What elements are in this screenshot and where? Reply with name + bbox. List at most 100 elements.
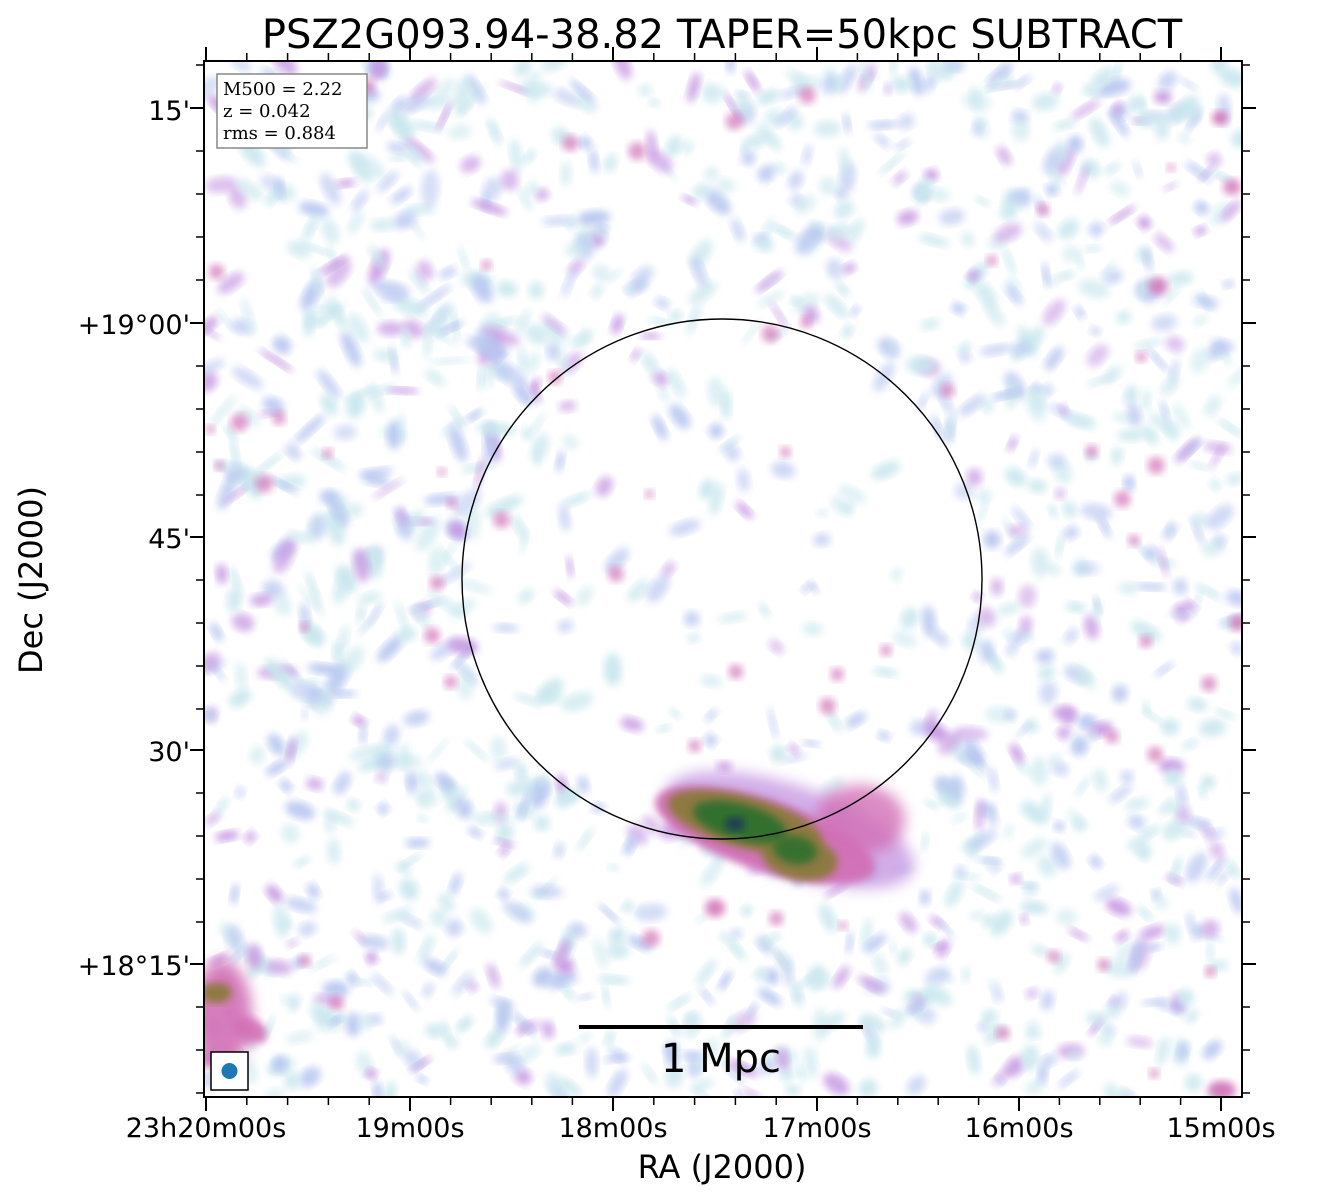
noise-spot xyxy=(838,921,848,930)
noise-blob xyxy=(969,910,985,921)
noise-blob xyxy=(497,888,510,900)
noise-blob xyxy=(560,161,572,187)
noise-blob xyxy=(357,1014,372,1031)
noise-blob xyxy=(1126,1036,1154,1048)
noise-blob xyxy=(505,1054,524,1074)
noise-blob xyxy=(767,707,778,740)
noise-blob xyxy=(1051,842,1071,870)
noise-blob xyxy=(347,210,364,235)
noise-blob xyxy=(990,578,1003,596)
noise-blob xyxy=(214,830,240,842)
noise-blob xyxy=(1179,78,1198,91)
noise-blob xyxy=(1120,770,1134,784)
noise-blob xyxy=(409,219,425,240)
noise-blob xyxy=(241,297,256,336)
noise-blob xyxy=(446,786,466,813)
noise-blob xyxy=(421,169,440,208)
noise-blob xyxy=(602,983,610,1008)
noise-blob xyxy=(503,900,531,923)
noise-blob xyxy=(228,689,251,708)
noise-blob xyxy=(958,394,986,417)
noise-blob xyxy=(1209,840,1225,860)
noise-blob xyxy=(840,500,855,516)
noise-blob xyxy=(1193,512,1209,528)
noise-blob xyxy=(306,883,320,899)
noise-blob xyxy=(889,1008,908,1030)
noise-blob xyxy=(867,120,899,129)
noise-blob xyxy=(866,1035,881,1059)
noise-blob xyxy=(894,139,911,151)
noise-blob xyxy=(362,288,383,317)
noise-blob xyxy=(909,719,928,736)
noise-blob xyxy=(1213,534,1227,547)
noise-blob xyxy=(1185,599,1198,612)
noise-blob xyxy=(469,908,493,934)
noise-blob xyxy=(415,788,433,809)
noise-blob xyxy=(341,646,364,675)
noise-blob xyxy=(785,1084,801,1096)
noise-blob xyxy=(514,310,531,335)
noise-blob xyxy=(771,162,787,174)
noise-blob xyxy=(596,223,609,233)
noise-blob xyxy=(638,84,652,97)
noise-blob xyxy=(457,579,492,594)
noise-blob xyxy=(962,93,991,111)
noise-blob xyxy=(1042,262,1050,288)
noise-blob xyxy=(558,505,571,532)
noise-blob xyxy=(954,482,974,500)
noise-blob xyxy=(1127,95,1145,113)
noise-blob xyxy=(1031,944,1049,957)
noise-blob xyxy=(627,935,652,951)
noise-blob xyxy=(1047,276,1060,287)
noise-blob xyxy=(557,619,574,633)
noise-blob xyxy=(1005,641,1019,657)
noise-spot xyxy=(728,664,744,679)
noise-blob xyxy=(290,683,322,701)
noise-blob xyxy=(981,1009,998,1025)
noise-blob xyxy=(326,258,352,288)
noise-blob xyxy=(429,790,439,805)
noise-blob xyxy=(214,797,229,816)
noise-blob xyxy=(326,838,341,865)
noise-blob xyxy=(1188,461,1211,470)
noise-blob xyxy=(692,183,711,199)
noise-blob xyxy=(554,343,571,376)
noise-blob xyxy=(1009,743,1025,764)
noise-blob xyxy=(981,400,994,413)
info-box xyxy=(216,73,368,149)
noise-blob xyxy=(813,120,842,137)
noise-blob xyxy=(1203,441,1233,454)
noise-blob xyxy=(1006,276,1022,296)
noise-blob xyxy=(422,982,435,998)
y-tick-label: 30' xyxy=(148,737,190,768)
noise-blob xyxy=(1185,161,1212,182)
noise-blob xyxy=(936,917,955,938)
noise-blob xyxy=(945,410,957,443)
noise-blob xyxy=(966,468,983,487)
noise-blob xyxy=(1158,797,1177,815)
noise-blob xyxy=(1031,547,1050,578)
noise-blob xyxy=(776,1047,790,1071)
noise-blob xyxy=(745,70,760,93)
noise-spot xyxy=(941,383,955,398)
noise-blob xyxy=(514,384,535,406)
noise-blob xyxy=(1193,315,1208,326)
noise-blob xyxy=(1014,759,1031,776)
noise-blob xyxy=(757,1056,779,1075)
noise-blob xyxy=(1117,428,1147,442)
noise-blob xyxy=(641,352,660,376)
noise-blob xyxy=(279,779,293,793)
noise-blob xyxy=(565,242,586,257)
noise-blob xyxy=(820,777,846,799)
noise-blob xyxy=(1202,1040,1222,1060)
noise-blob xyxy=(931,629,949,647)
noise-blob xyxy=(1063,525,1079,540)
noise-blob xyxy=(1064,412,1093,427)
noise-blob xyxy=(1048,753,1063,768)
noise-blob xyxy=(377,635,404,662)
noise-blob xyxy=(424,369,446,386)
noise-blob xyxy=(724,444,740,462)
noise-blob xyxy=(641,815,661,834)
noise-blob xyxy=(983,530,1001,549)
noise-blob xyxy=(757,291,784,308)
